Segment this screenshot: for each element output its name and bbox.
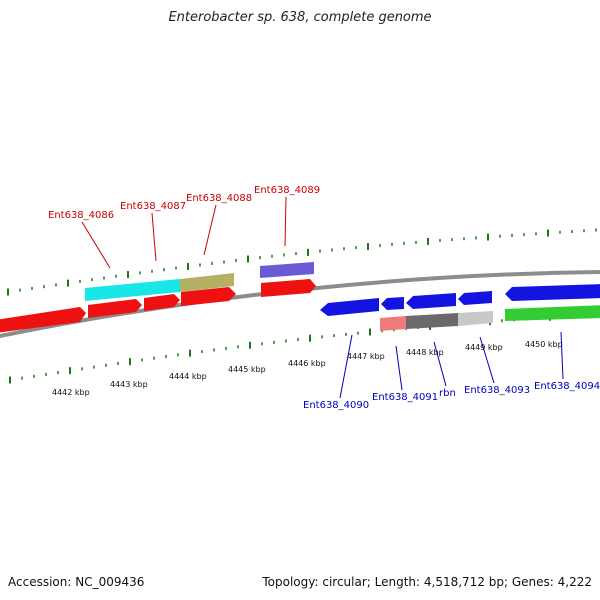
accession-text: Accession: NC_009436: [8, 575, 145, 589]
outer-tick-row: [7, 228, 597, 296]
gene-arrow-forward-3[interactable]: [144, 294, 180, 311]
gene-arrow-forward-2[interactable]: [88, 299, 142, 318]
forward-gene-labels: Ent638_4086 Ent638_4087Ent638_4088Ent638_…: [48, 185, 320, 269]
leader-line: [339, 334, 353, 399]
feature-slateblue[interactable]: [260, 262, 314, 278]
forward-feature-track: [0, 262, 316, 333]
gene-arrow-forward-5[interactable]: [261, 279, 316, 297]
gene-label-forward[interactable]: Ent638_4089: [254, 185, 320, 196]
gene-label-reverse[interactable]: Ent638_4093: [464, 385, 530, 396]
gene-label-forward[interactable]: Ent638_4087: [120, 201, 186, 212]
feature-khaki[interactable]: [180, 273, 234, 292]
feature-darkgray[interactable]: [406, 313, 458, 329]
tick-label: 4442 kbp: [52, 388, 90, 397]
feature-lightgray[interactable]: [458, 311, 493, 326]
gene-arrow-reverse-1[interactable]: [320, 298, 379, 316]
gene-arrow-forward-4[interactable]: [181, 287, 236, 306]
tick-label: 4445 kbp: [228, 365, 266, 374]
tick-label: 4443 kbp: [110, 380, 148, 389]
tick-label-group: 4442 kbp 4443 kbp 4444 kbp 4445 kbp 4446 kbp…: [52, 340, 563, 397]
feature-salmon[interactable]: [380, 316, 406, 331]
leader-line: [433, 341, 447, 387]
reverse-feature-track: [320, 284, 600, 331]
map-title: Enterobacter sp. 638, complete genome: [168, 10, 432, 25]
leader-line: [395, 345, 403, 391]
gene-label-reverse[interactable]: Ent638_4091: [372, 392, 438, 403]
gene-label-reverse[interactable]: Ent638_4090: [303, 400, 369, 411]
leader-line: [560, 331, 564, 380]
gene-arrow-reverse-5[interactable]: [505, 284, 600, 301]
leader-line: [81, 221, 111, 269]
feature-green[interactable]: [505, 305, 600, 321]
tick-label: 4448 kbp: [406, 348, 444, 357]
gene-label-forward[interactable]: Ent638_4086: [48, 210, 114, 221]
tick-label: 4446 kbp: [288, 359, 326, 368]
genome-summary-text: Topology: circular; Length: 4,518,712 bp…: [262, 575, 592, 589]
feature-cyan[interactable]: [85, 279, 180, 301]
leader-line: [479, 336, 495, 384]
gene-label-reverse[interactable]: rbn: [439, 388, 456, 399]
gene-arrow-reverse-2[interactable]: [381, 297, 404, 310]
leader-line: [151, 212, 157, 262]
gene-label-forward[interactable]: Ent638_4088: [186, 193, 252, 204]
gene-arrow-reverse-4[interactable]: [458, 291, 492, 305]
leader-line: [284, 196, 287, 247]
gene-arrow-reverse-3[interactable]: [406, 293, 456, 309]
gene-label-reverse[interactable]: Ent638_4094: [534, 381, 600, 392]
tick-label: 4450 kbp: [525, 340, 563, 349]
gene-arrow-forward-1[interactable]: [0, 307, 86, 333]
leader-line: [203, 204, 217, 256]
tick-label: 4447 kbp: [347, 352, 385, 361]
tick-label: 4444 kbp: [169, 372, 207, 381]
tick-label: 4449 kbp: [465, 343, 503, 352]
